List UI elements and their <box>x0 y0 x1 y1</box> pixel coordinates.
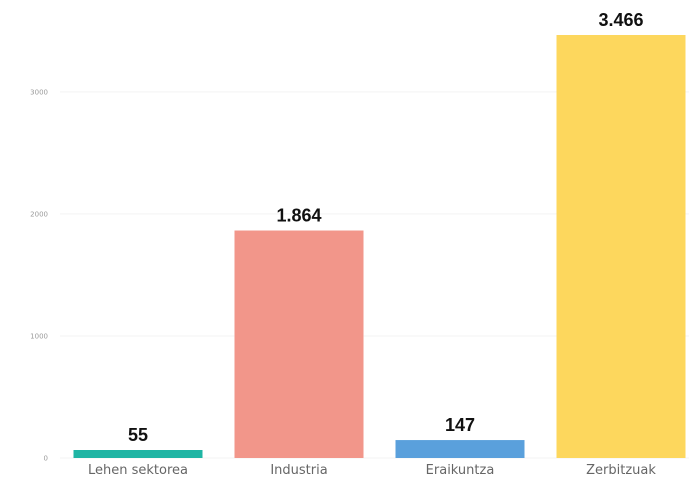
x-tick-label: Zerbitzuak <box>586 463 656 478</box>
y-tick-label: 3000 <box>30 88 48 96</box>
data-labels: 55 1.864 147 3.466 <box>128 10 644 445</box>
data-label: 55 <box>128 425 148 445</box>
data-label: 1.864 <box>276 206 321 226</box>
bar-eraikuntza[interactable] <box>395 440 525 458</box>
bars <box>73 35 686 458</box>
data-label: 147 <box>445 415 475 435</box>
x-tick-label: Eraikuntza <box>426 463 495 478</box>
x-tick-label: Industria <box>270 463 327 478</box>
y-tick-label: 2000 <box>30 210 48 218</box>
y-tick-label: 0 <box>44 455 48 463</box>
x-tick-label: Lehen sektorea <box>88 463 188 478</box>
x-axis-ticks: Lehen sektorea Industria Eraikuntza Zerbitz… <box>88 463 656 478</box>
data-label: 3.466 <box>598 10 643 30</box>
y-axis-ticks: 0 1000 2000 3000 <box>30 88 48 462</box>
bar-zerbitzuak[interactable] <box>556 35 686 458</box>
y-tick-label: 1000 <box>30 332 48 340</box>
bar-industria[interactable] <box>234 230 364 458</box>
bar-lehen-sektorea[interactable] <box>73 450 203 458</box>
